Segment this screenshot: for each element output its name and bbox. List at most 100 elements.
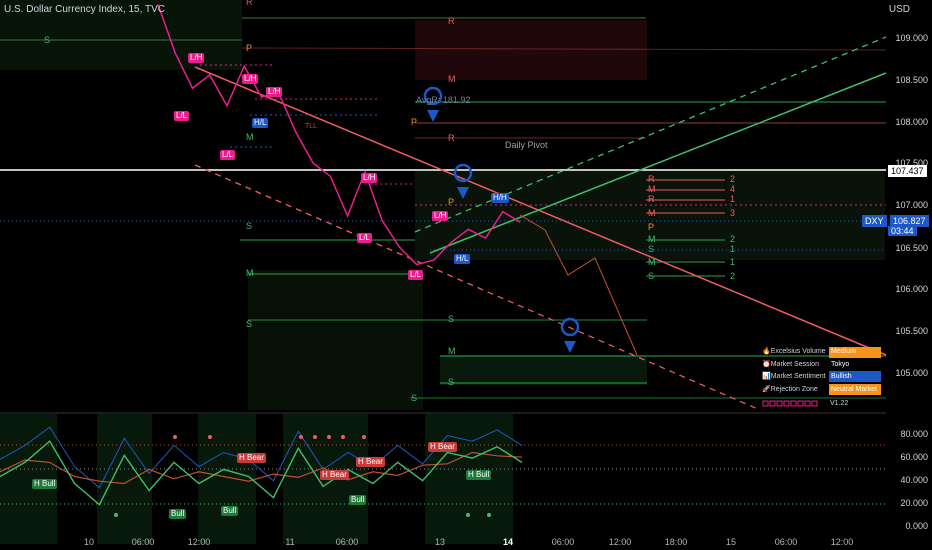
time-tick: 12:00 (187, 537, 211, 547)
time-tick: 06:00 (551, 537, 575, 547)
time-tick: 18:00 (664, 537, 688, 547)
pivot-letter: R (648, 194, 655, 204)
lower-channel-line[interactable] (194, 164, 761, 411)
daily-zone (415, 170, 885, 260)
pivot-number: 2 (730, 234, 736, 244)
swing-tag[interactable]: L/H (242, 74, 259, 84)
avgr-label: AvgR: 181.92 (416, 95, 471, 105)
time-tick: 12:00 (830, 537, 854, 547)
swing-tag[interactable]: L/L (220, 150, 236, 160)
pivot-letter: S (246, 319, 253, 329)
osc-tag[interactable]: H Bear (320, 470, 349, 480)
osc-tag[interactable]: H Bear (428, 442, 457, 452)
price-tick: 106.000 (895, 284, 928, 294)
bear-dots (173, 435, 366, 439)
pivot-letter: R (648, 174, 655, 184)
time-tick: 15 (725, 537, 737, 547)
currency-label[interactable]: USD (888, 4, 910, 15)
osc-tag[interactable]: H Bull (466, 470, 492, 480)
table-label: Market Sentiment (770, 373, 826, 380)
osc-tag[interactable]: Bull (169, 509, 187, 519)
time-tick: 10 (83, 537, 95, 547)
pivot-letter: M (648, 234, 656, 244)
pivot-number: 2 (730, 174, 736, 184)
pivot-letter: S (648, 244, 655, 254)
swing-tag[interactable]: H/H (491, 193, 509, 203)
pivot-letter: M (246, 132, 254, 142)
symbol-title[interactable]: U.S. Dollar Currency Index, 15, TVC (4, 4, 165, 15)
swing-tag[interactable]: L/L (408, 270, 424, 280)
time-tick: 11 (285, 537, 295, 547)
pivot-letter: M (448, 346, 456, 356)
swing-tag[interactable]: L/H (432, 211, 449, 221)
chart-icon: 📊Market Sentiment (762, 373, 826, 380)
pivot-letter: S (246, 221, 253, 231)
fire-icon: 🔥Excelsius Volume (762, 348, 826, 355)
swing-tag[interactable]: L/H (188, 53, 205, 63)
uptrend-line[interactable] (429, 72, 887, 254)
osc-bg (97, 414, 152, 544)
pivot-letter: P (648, 222, 655, 232)
osc-tick: 0.000 (905, 521, 928, 531)
osc-tag[interactable]: H Bear (356, 457, 385, 467)
table-value: Neutral Market (831, 386, 877, 393)
bull-dots (114, 513, 491, 517)
pivot-lines (0, 17, 887, 399)
pivot-number: 2 (730, 271, 736, 281)
swing-tag[interactable]: L/L (357, 233, 373, 243)
swing-tag[interactable]: L/L (174, 111, 190, 121)
left-zone (248, 270, 423, 410)
lower-zone (440, 355, 647, 385)
osc-line (0, 440, 523, 506)
price-tick: 107.500 (895, 158, 928, 168)
price-tick: 109.000 (895, 33, 928, 43)
osc-signal (0, 451, 523, 485)
price-tick: 108.000 (895, 117, 928, 127)
marker-pin-icon[interactable] (453, 163, 473, 199)
bar-countdown: 03:44 (888, 226, 917, 236)
pivot-letter: P (246, 43, 253, 53)
price-tick: 107.000 (895, 200, 928, 210)
pivot-letter: S (44, 35, 51, 45)
pivot-letter: M (448, 74, 456, 84)
pivot-letter: M (246, 268, 254, 278)
daily-pivot-label: Daily Pivot (505, 140, 548, 150)
osc-tag[interactable]: H Bear (237, 453, 266, 463)
price-tick: 108.500 (895, 75, 928, 85)
pivot-letter: S (448, 314, 455, 324)
legend-squares (762, 400, 818, 407)
swing-tag[interactable]: L/H (361, 173, 378, 183)
time-tick: 06:00 (774, 537, 798, 547)
osc-tag[interactable]: H Bull (32, 479, 58, 489)
pivot-letter: S (648, 271, 655, 281)
time-tick: 06:00 (335, 537, 359, 547)
osc-tag[interactable]: Bull (221, 506, 239, 516)
pivot-letter: S (448, 377, 455, 387)
pivot-letter: R (448, 133, 455, 143)
swing-tag[interactable]: H/L (252, 118, 269, 128)
pivot-letter: P (411, 117, 418, 127)
pivot-number: 4 (730, 184, 736, 194)
upper-channel-line[interactable] (414, 36, 887, 233)
pivot-number: 3 (730, 208, 736, 218)
table-label: Excelsius Volume (770, 348, 826, 355)
table-value: Medium (831, 348, 856, 355)
osc-tag[interactable]: Bull (349, 495, 367, 505)
resistance-trendline[interactable] (194, 66, 887, 356)
time-tick: 14 (502, 537, 514, 547)
time-tick: 06:00 (131, 537, 155, 547)
table-value: Tokyo (831, 361, 850, 368)
resistance-zone (415, 20, 647, 80)
pivot-letter: R (246, 0, 253, 7)
marker-pin-icon[interactable] (423, 86, 443, 122)
price-tick: 105.000 (895, 368, 928, 378)
pivot-letter: S (411, 393, 418, 403)
time-tick: 12:00 (608, 537, 632, 547)
marker-pin-icon[interactable] (560, 317, 580, 353)
symbol-badge: DXY (862, 215, 887, 227)
swing-tag[interactable]: H/L (454, 254, 471, 264)
pivot-letter: M (648, 257, 656, 267)
pivot-number: 1 (730, 244, 736, 254)
swing-tag[interactable]: L/H (266, 87, 283, 97)
